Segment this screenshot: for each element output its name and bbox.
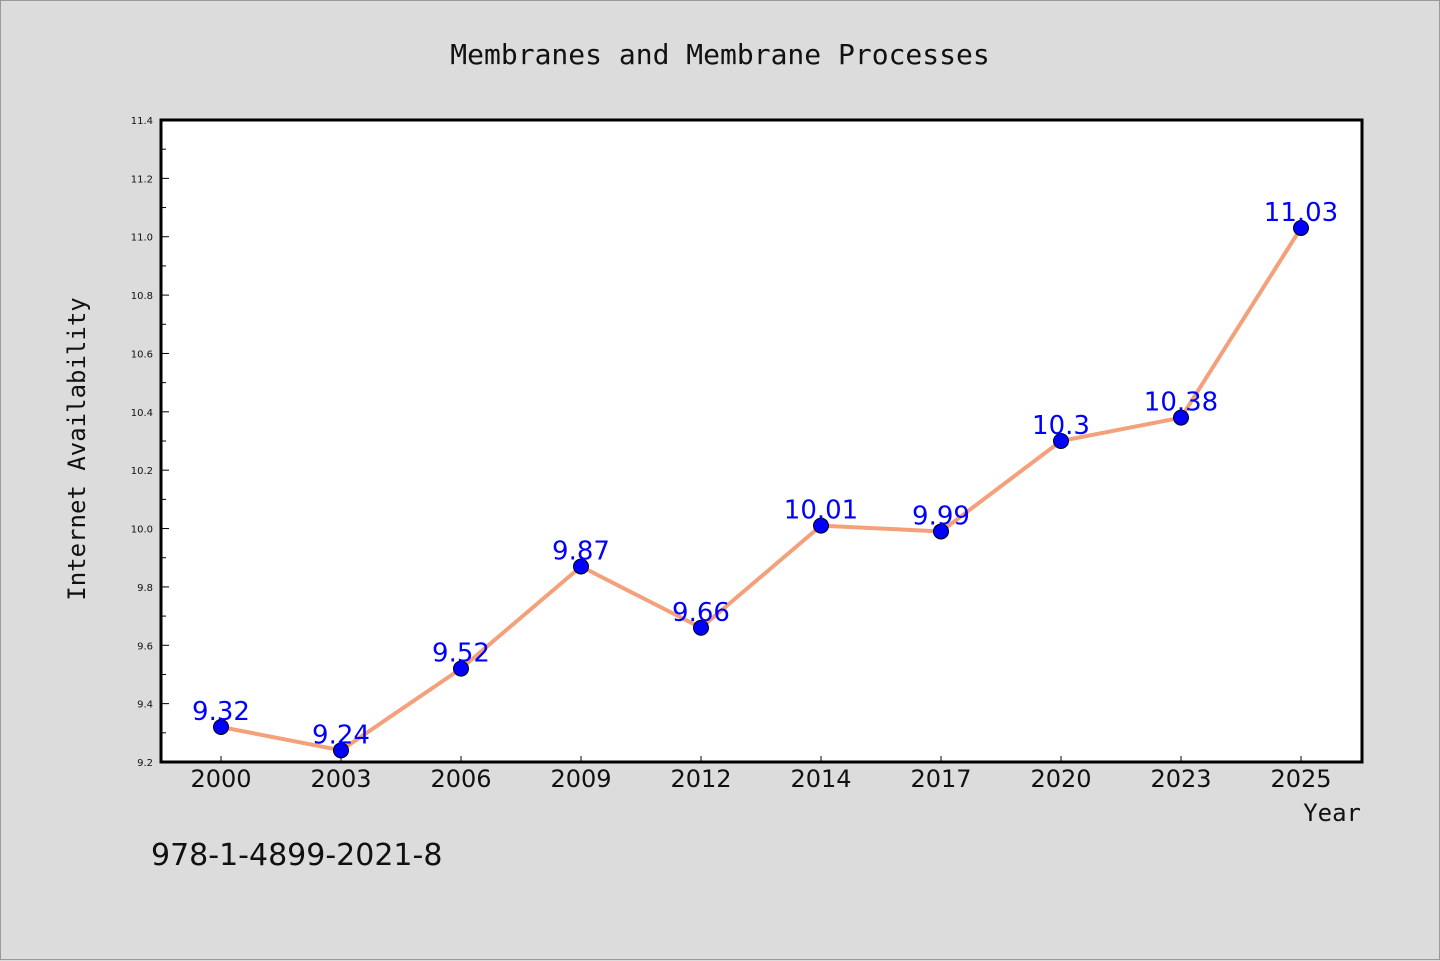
y-axis-label: Internet Availability — [63, 297, 91, 600]
x-tick-label: 2023 — [1150, 765, 1211, 793]
data-label: 10.01 — [784, 496, 858, 526]
data-label: 9.24 — [312, 720, 370, 750]
x-tick-label: 2000 — [190, 765, 251, 793]
y-tick-label: 11.2 — [131, 174, 153, 185]
plot-area — [159, 118, 1364, 764]
data-point — [453, 660, 469, 677]
y-tick-label: 11.4 — [131, 116, 153, 127]
y-tick-label: 10.8 — [131, 291, 153, 302]
y-tick-label: 10.4 — [131, 408, 153, 419]
data-point — [813, 517, 829, 534]
x-tick-label: 2003 — [310, 765, 371, 793]
data-label: 9.66 — [672, 598, 730, 628]
series-line — [220, 226, 1303, 753]
x-tick-label: 2014 — [790, 765, 851, 793]
y-tick-label: 9.4 — [137, 700, 153, 711]
series-layer: 9.32 9.24 9.52 9.87 9.66 10.01 9.99 10.3 10.38 11… — [192, 198, 1338, 759]
data-point — [1293, 219, 1309, 236]
y-tick-label: 10.6 — [131, 349, 153, 360]
data-point — [333, 742, 349, 759]
x-tick-label: 2006 — [430, 765, 491, 793]
x-tick-label: 2020 — [1030, 765, 1091, 793]
x-axis: 2000 2003 2006 2009 2012 2014 2017 2020 2023 2025 — [190, 756, 1332, 793]
chart-title: Membranes and Membrane Processes — [450, 38, 989, 71]
y-tick-label: 9.2 — [137, 758, 153, 769]
x-tick-label: 2025 — [1270, 765, 1331, 793]
data-label: 11.03 — [1264, 198, 1338, 228]
y-tick-label: 10.0 — [131, 525, 153, 536]
x-axis-label: Year — [1303, 799, 1361, 827]
data-label: 9.32 — [192, 697, 250, 727]
data-label: 9.87 — [552, 536, 610, 566]
data-point — [213, 718, 229, 735]
y-tick-label: 10.2 — [131, 466, 153, 477]
y-tick-label: 9.6 — [137, 641, 153, 652]
data-label: 10.3 — [1032, 411, 1090, 441]
data-label: 9.99 — [912, 501, 970, 531]
data-point — [693, 619, 709, 636]
data-point — [1173, 409, 1189, 426]
data-point — [933, 523, 949, 540]
data-label: 9.52 — [432, 639, 490, 669]
data-point — [1053, 433, 1069, 449]
x-tick-label: 2012 — [670, 765, 731, 793]
isbn-footnote: 978-1-4899-2021-8 — [151, 838, 442, 873]
x-tick-label: 2017 — [910, 765, 971, 793]
x-tick-label: 2009 — [550, 765, 611, 793]
data-label: 10.38 — [1144, 388, 1218, 418]
y-axis: 9.2 9.4 9.6 9.8 10.0 10.2 10.4 10.6 10.8 11.0 11.2… — [131, 116, 169, 769]
y-tick-label: 11.0 — [131, 233, 153, 244]
data-point — [573, 558, 589, 575]
y-tick-label: 9.8 — [137, 583, 153, 594]
